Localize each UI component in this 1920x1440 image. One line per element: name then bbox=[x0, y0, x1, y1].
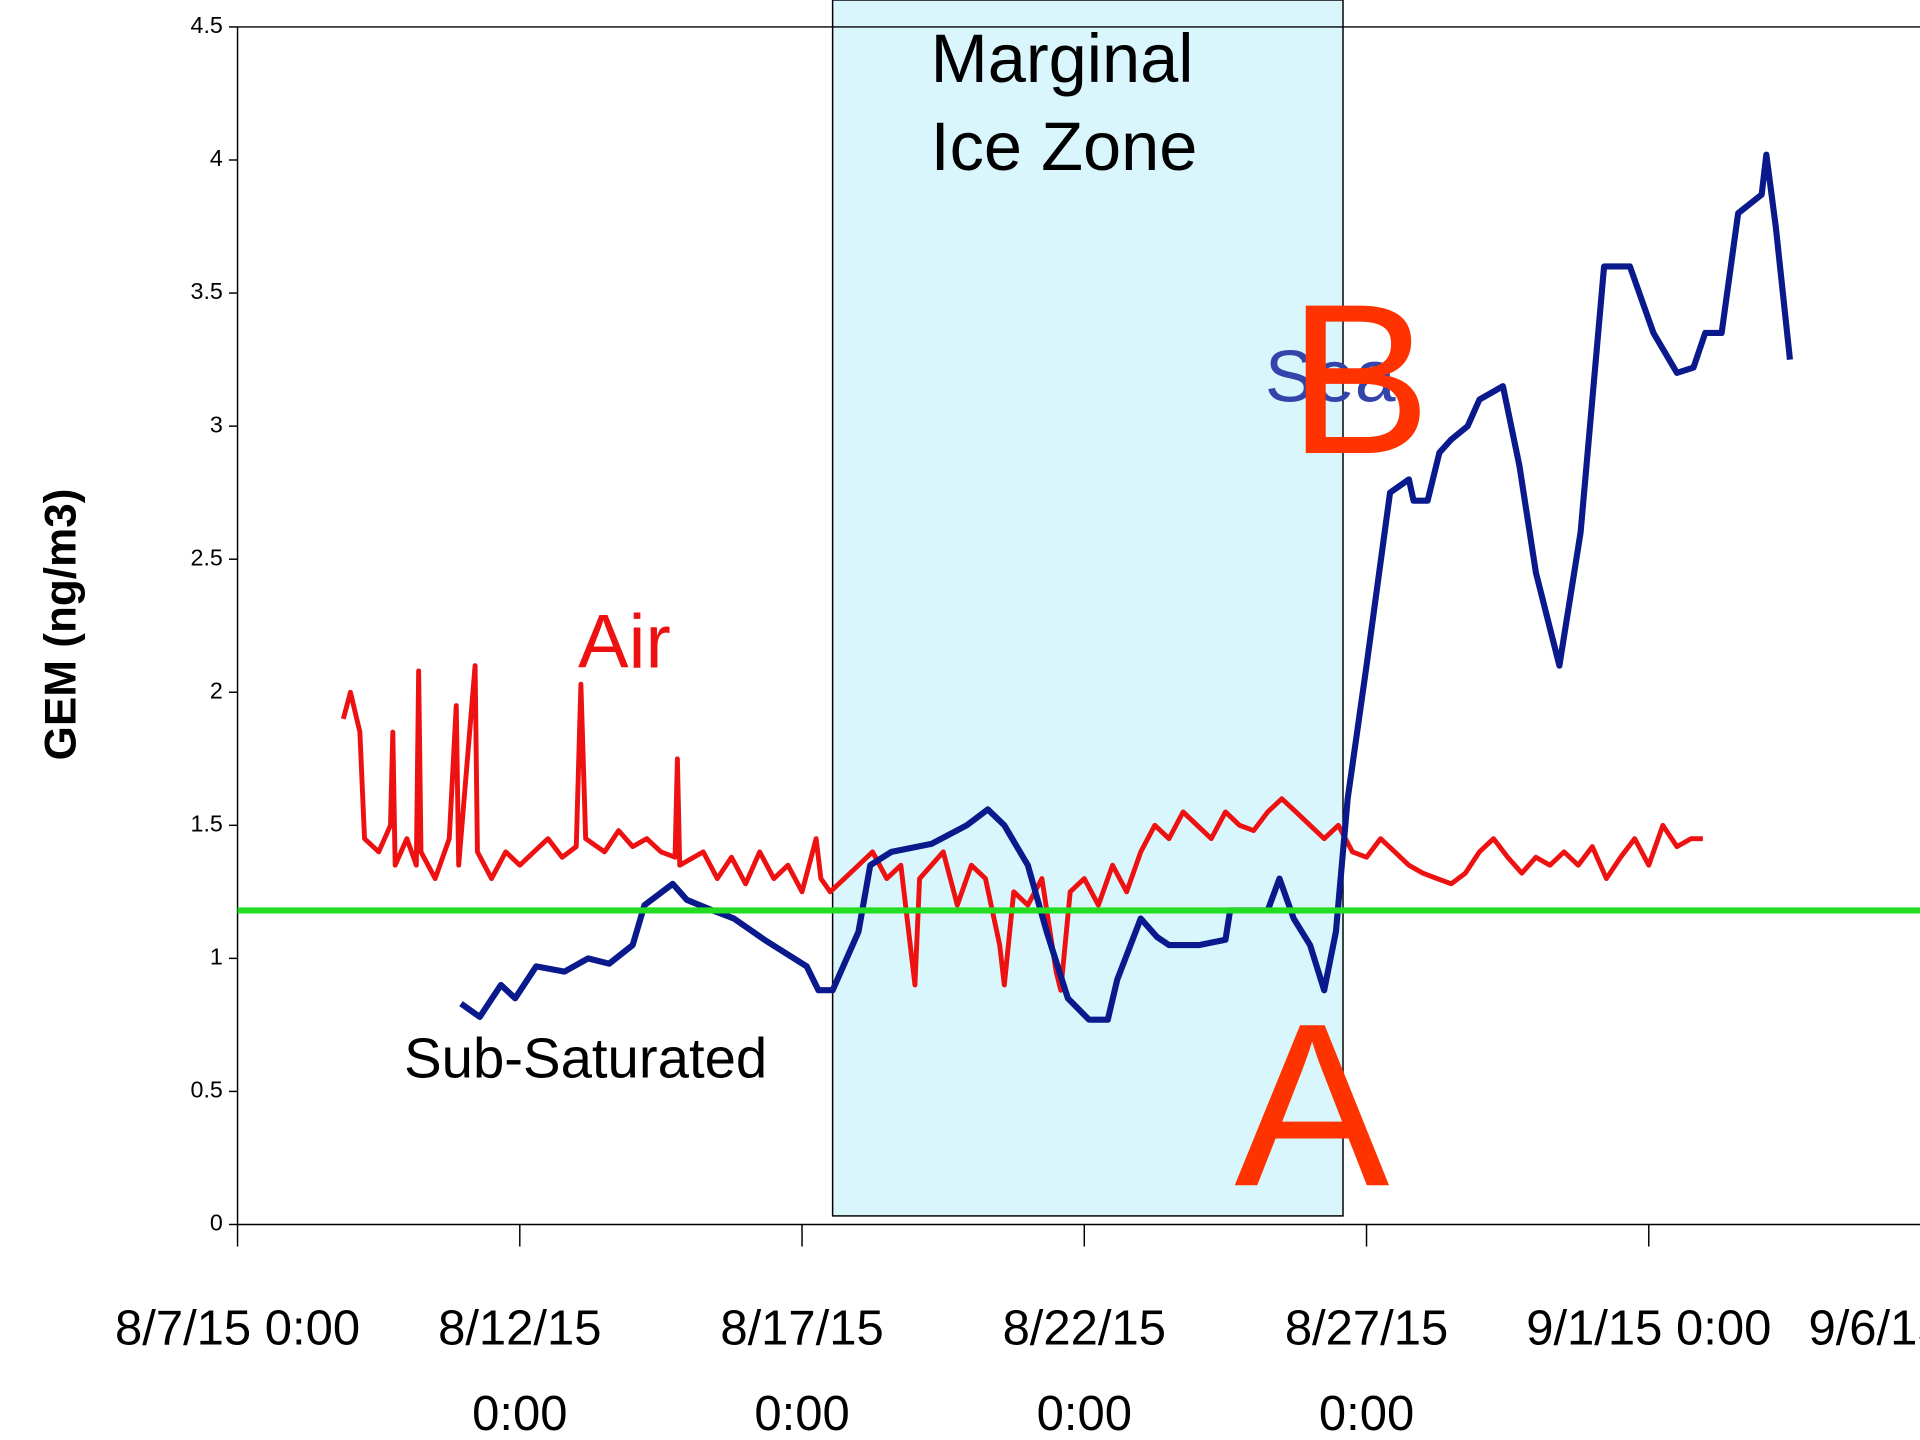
y-tick-label: 3 bbox=[210, 411, 223, 437]
annotation: Air bbox=[578, 599, 671, 684]
x-tick-label: 8/17/15 0:00 bbox=[720, 1301, 884, 1440]
region-label-box: Marginal Ice Zone bbox=[930, 19, 1198, 185]
region-label: Marginal Ice Zone bbox=[930, 19, 1198, 185]
x-tick-label-box: 9/6/15 0:00 bbox=[1808, 1301, 1920, 1356]
y-tick-label: 0.5 bbox=[191, 1077, 223, 1103]
y-tick-label: 3.5 bbox=[191, 278, 223, 304]
y-axis-label: GEM (ng/m3) bbox=[36, 489, 85, 761]
x-tick-label-box: 8/27/15 0:00 bbox=[1284, 1301, 1449, 1440]
x-tick-label: 9/6/15 0:00 bbox=[1808, 1301, 1920, 1356]
annotation: Sub-Saturated bbox=[404, 1027, 767, 1090]
x-tick-label-box: 8/7/15 0:00 bbox=[114, 1301, 361, 1356]
x-tick-label: 8/22/15 0:00 bbox=[1002, 1301, 1167, 1440]
x-tick-label: 8/7/15 0:00 bbox=[114, 1301, 361, 1356]
y-tick-label: 2.5 bbox=[191, 544, 223, 570]
series-line bbox=[459, 151, 1794, 1023]
y-tick-label: 1.5 bbox=[191, 810, 223, 836]
y-tick-label: 4 bbox=[210, 145, 223, 171]
annotation: A bbox=[1234, 975, 1389, 1235]
annotation: B bbox=[1288, 260, 1431, 499]
x-tick-label: 8/12/15 0:00 bbox=[438, 1301, 602, 1440]
plot-area: Marginal Ice Zone 0 0.5 1 1.5 2 2.5 3 3.5 4 4.5 8/7… bbox=[114, 0, 1920, 1440]
y-tick-label: 0 bbox=[210, 1210, 223, 1236]
y-tick-label: 1 bbox=[210, 944, 223, 970]
x-tick-label-box: 9/1/15 0:00 bbox=[1526, 1301, 1772, 1356]
annotation: Sea bbox=[1265, 335, 1396, 418]
x-tick-label-box: 8/17/15 0:00 bbox=[720, 1301, 884, 1440]
region bbox=[831, 0, 1344, 1217]
y-tick-label: 2 bbox=[210, 677, 223, 703]
x-tick-label-box: 8/22/15 0:00 bbox=[1002, 1301, 1167, 1440]
x-tick-label-box: 8/12/15 0:00 bbox=[438, 1301, 602, 1440]
series-line bbox=[340, 663, 1703, 993]
y-tick-label: 4.5 bbox=[191, 12, 223, 38]
x-tick-label: 8/27/15 0:00 bbox=[1284, 1301, 1449, 1440]
x-tick-label: 9/1/15 0:00 bbox=[1526, 1301, 1772, 1356]
